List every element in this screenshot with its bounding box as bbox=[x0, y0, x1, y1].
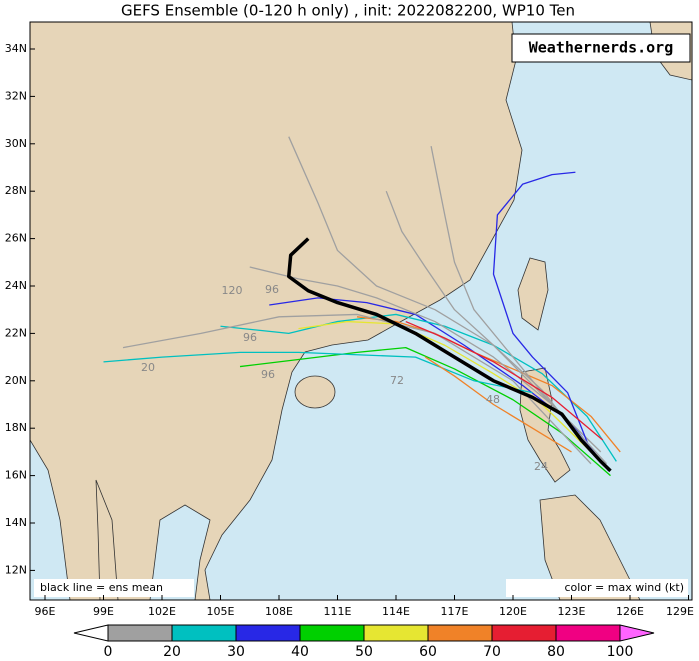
colorbar-bin bbox=[235, 624, 301, 642]
ensemble-track bbox=[103, 351, 533, 394]
lon-label: 99E bbox=[93, 605, 114, 618]
colorbar-bin bbox=[555, 624, 621, 642]
watermark-box bbox=[511, 33, 691, 63]
ensemble-track bbox=[405, 320, 604, 441]
taiwan bbox=[517, 257, 549, 331]
lon-label: 117E bbox=[441, 605, 469, 618]
colorbar-label: 0 bbox=[104, 644, 113, 660]
ensemble-track bbox=[239, 346, 611, 477]
title: GEFS Ensemble (0-120 h only) , init: 202… bbox=[121, 2, 575, 20]
colorbar-under bbox=[73, 624, 109, 642]
colorbar-label: 70 bbox=[483, 644, 501, 660]
colorbar-bin bbox=[299, 624, 365, 642]
lon-label: 108E bbox=[265, 605, 293, 618]
ensemble-track bbox=[492, 171, 592, 453]
mean-track bbox=[287, 237, 612, 473]
ensemble-track bbox=[424, 356, 572, 453]
mainland bbox=[30, 22, 523, 600]
hour-label: 20 bbox=[141, 361, 155, 374]
hainan bbox=[294, 375, 336, 409]
lat-label: 24N bbox=[5, 279, 27, 292]
lat-label: 12N bbox=[5, 563, 27, 576]
hour-label: 96 bbox=[265, 283, 279, 296]
ensemble-track bbox=[385, 190, 592, 453]
lon-label: 96E bbox=[35, 605, 56, 618]
lon-label: 120E bbox=[499, 605, 527, 618]
lon-label: 126E bbox=[616, 605, 644, 618]
lat-label: 22N bbox=[5, 326, 27, 339]
colorbar-label: 100 bbox=[607, 644, 634, 660]
frame bbox=[29, 21, 693, 601]
colorbar-label: 60 bbox=[419, 644, 437, 660]
ensemble-track bbox=[122, 313, 592, 465]
gulf-of-thailand bbox=[149, 504, 211, 600]
ensemble-track bbox=[288, 136, 608, 465]
note-box bbox=[506, 579, 688, 597]
malay-peninsula bbox=[95, 479, 119, 600]
watermark: Weathernerds.org bbox=[529, 39, 674, 57]
andaman-sea bbox=[30, 439, 71, 600]
colorbar-label: 20 bbox=[163, 644, 181, 660]
lat-label: 32N bbox=[5, 89, 27, 102]
hour-label: 24 bbox=[534, 460, 548, 473]
lon-label: 105E bbox=[207, 605, 235, 618]
hour-label: 72 bbox=[390, 374, 404, 387]
lon-label: 114E bbox=[382, 605, 410, 618]
hour-label: 48 bbox=[486, 393, 500, 406]
lat-label: 26N bbox=[5, 232, 27, 245]
lon-label: 111E bbox=[324, 605, 352, 618]
hour-label: 96 bbox=[243, 331, 257, 344]
colorbar-bin bbox=[427, 624, 493, 642]
colorbar-bin bbox=[363, 624, 429, 642]
colorbar-label: 40 bbox=[291, 644, 309, 660]
lat-label: 28N bbox=[5, 184, 27, 197]
colorbar-bin bbox=[491, 624, 557, 642]
lat-label: 30N bbox=[5, 137, 27, 150]
colorbar-over bbox=[619, 624, 655, 642]
hour-label: 96 bbox=[261, 368, 275, 381]
lat-label: 16N bbox=[5, 469, 27, 482]
lon-label: 102E bbox=[148, 605, 176, 618]
colorbar-bin bbox=[107, 624, 173, 642]
colorbar-label: 50 bbox=[355, 644, 373, 660]
note-right: color = max wind (kt) bbox=[564, 581, 684, 594]
hour-label: 120 bbox=[222, 284, 243, 297]
lon-label: 123E bbox=[558, 605, 586, 618]
lat-label: 20N bbox=[5, 374, 27, 387]
basemap: 120 96 96 96 72 20 48 24 bbox=[30, 22, 692, 600]
colorbar-bin bbox=[171, 624, 237, 642]
ensemble-track bbox=[249, 266, 602, 453]
lon-label: 129E bbox=[666, 605, 694, 618]
lat-label: 14N bbox=[5, 516, 27, 529]
colorbar-label: 30 bbox=[227, 644, 245, 660]
note-box bbox=[34, 579, 194, 597]
colorbar-label: 80 bbox=[547, 644, 565, 660]
lat-label: 34N bbox=[5, 42, 27, 55]
lat-label: 18N bbox=[5, 421, 27, 434]
ensemble-track bbox=[356, 316, 621, 453]
tracks: 120 96 96 96 72 20 48 24 bbox=[103, 136, 621, 477]
note-left: black line = ens mean bbox=[40, 581, 163, 594]
